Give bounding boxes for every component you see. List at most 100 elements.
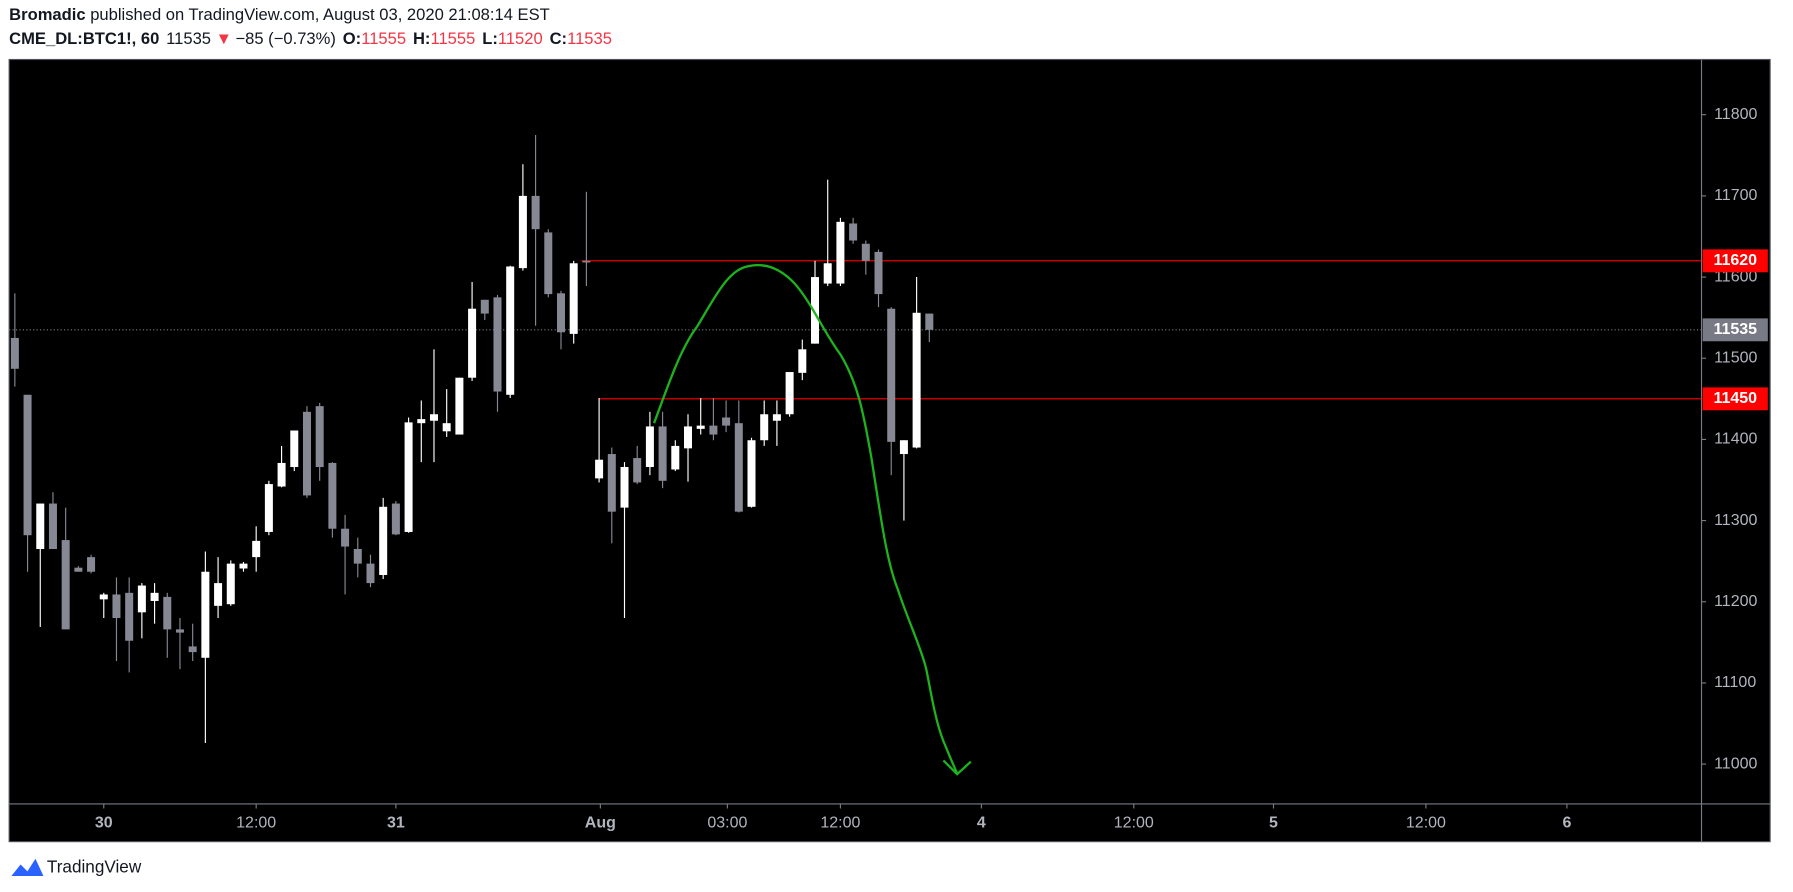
candle-body (302, 411, 311, 496)
candle-body (214, 583, 223, 606)
level-label-box (1702, 249, 1768, 273)
candle-body (315, 406, 324, 468)
y-tick-label: 11700 (1714, 187, 1757, 204)
ohlc-label: O: (343, 29, 361, 48)
candle-body (112, 594, 121, 619)
y-tick-label: 11400 (1714, 431, 1757, 448)
level-label: 11620 (1713, 252, 1757, 269)
candle-body (239, 563, 248, 569)
y-tick-label: 11800 (1714, 106, 1757, 123)
candle-body (556, 293, 565, 333)
candle-body (798, 349, 807, 373)
candle-body (620, 467, 629, 508)
candle-body (658, 426, 667, 481)
candle-body (353, 549, 362, 564)
ohlc-value: 11555 (430, 29, 475, 48)
drawn-arrow (653, 263, 959, 774)
x-tick-label: 12:00 (1114, 815, 1154, 832)
chart-area (8, 58, 1771, 843)
candle-body (442, 423, 451, 432)
published: published on TradingView.com, August 03,… (90, 5, 550, 24)
candle-body (861, 243, 870, 261)
level-label: 11450 (1713, 390, 1757, 407)
candle-body (341, 528, 350, 547)
x-tick-label: 12:00 (1406, 815, 1446, 832)
candle-body (518, 195, 527, 269)
candle-body (429, 414, 438, 421)
brand: TradingView (47, 856, 142, 876)
candle-body (201, 571, 210, 658)
candle-body (480, 299, 489, 314)
candle-body (722, 417, 731, 426)
candle-body (493, 297, 502, 392)
x-tick-label: 4 (977, 815, 986, 832)
candle-body (264, 484, 273, 532)
symbol-line: CME_DL:BTC1!, 60 11535 ▼ −85 (−0.73%) O:1155… (9, 29, 612, 48)
level-label-box (1702, 387, 1768, 411)
ohlc-label: L: (482, 29, 498, 48)
candle-body (137, 585, 146, 613)
candle-body (569, 263, 578, 334)
ohlc-value: 11520 (498, 29, 543, 48)
last-price-box (1702, 318, 1768, 342)
logo: TradingView (11, 856, 142, 876)
x-tick-label: 6 (1562, 815, 1571, 832)
candle-body (150, 592, 159, 601)
candle-body (163, 596, 172, 630)
candle-body (849, 223, 858, 241)
x-tick-label: 31 (387, 815, 405, 832)
candle-body (506, 266, 515, 395)
candle-body (633, 458, 642, 483)
candle-body (277, 462, 286, 487)
candle-body (23, 394, 32, 536)
candle-body (226, 563, 235, 605)
ohlc-value: 11555 (361, 29, 406, 48)
y-tick-label: 11100 (1714, 674, 1756, 691)
candle-body (366, 563, 375, 584)
candle-body (379, 506, 388, 575)
candle-body (252, 540, 261, 558)
candle-body (811, 277, 820, 344)
candle-body (531, 195, 540, 230)
x-tick-label: 12:00 (236, 815, 276, 832)
x-tick-label: 5 (1269, 815, 1278, 832)
candle-body (290, 430, 299, 468)
candle-body (874, 251, 883, 295)
x-tick-label: 03:00 (707, 815, 747, 832)
candle-body (417, 419, 426, 424)
x-tick-label: Aug (585, 815, 616, 832)
candle-body (391, 503, 400, 535)
candle-body (99, 594, 108, 600)
candle-body (836, 221, 845, 284)
candle-body (747, 440, 756, 507)
candle-body (404, 422, 413, 532)
ohlc-value: 11535 (567, 29, 612, 48)
x-tick-label: 30 (95, 815, 113, 832)
candle-body (925, 313, 934, 330)
candle-body (645, 426, 654, 468)
candle-body (74, 567, 83, 572)
candle-body (36, 503, 45, 550)
candle-body (10, 337, 19, 369)
x-tick-label: 12:00 (820, 815, 860, 832)
logo-icon (11, 858, 44, 876)
candle-body (87, 557, 96, 572)
candle-body (760, 414, 769, 441)
y-tick-label: 11000 (1714, 755, 1757, 772)
candle-body (582, 260, 591, 263)
candle-body (607, 454, 616, 512)
symbol: CME_DL:BTC1!, 60 (9, 29, 159, 48)
y-tick-label: 11300 (1714, 512, 1757, 529)
y-tick-label: 11600 (1714, 268, 1757, 285)
price: 11535 (166, 29, 211, 48)
candle-body (912, 312, 921, 448)
ohlc-label: C: (550, 29, 568, 48)
candle-body (671, 445, 680, 470)
candle-body (48, 503, 57, 550)
arrow: ▼ (216, 29, 232, 48)
candle-body (683, 426, 693, 449)
change: −85 (−0.73%) (235, 29, 335, 48)
candle-body (709, 425, 718, 435)
